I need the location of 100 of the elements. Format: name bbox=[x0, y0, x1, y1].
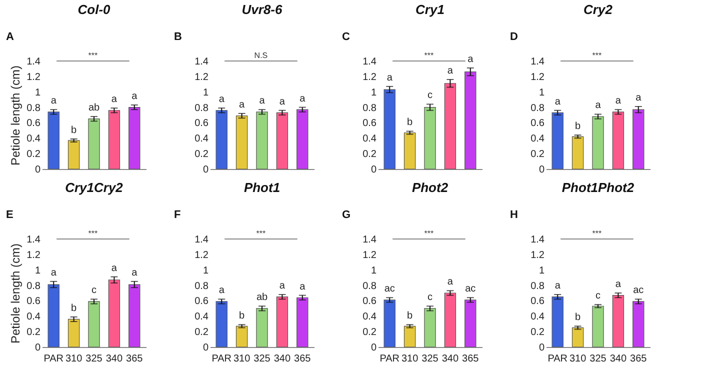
bar bbox=[444, 83, 456, 170]
bar bbox=[592, 116, 604, 170]
bar bbox=[552, 296, 564, 348]
data-label: ab bbox=[256, 292, 268, 304]
x-tick-label: 365 bbox=[462, 354, 480, 364]
bar bbox=[88, 301, 100, 348]
data-label: c bbox=[428, 292, 432, 304]
bar bbox=[88, 118, 100, 170]
text: B bbox=[174, 31, 182, 43]
y-tick-label: 0.2 bbox=[194, 327, 209, 338]
y-tick-label: 0 bbox=[34, 342, 41, 354]
bar bbox=[48, 112, 60, 170]
x-tick-label: 325 bbox=[86, 354, 103, 364]
bar bbox=[276, 296, 288, 348]
data-label: a bbox=[554, 96, 561, 108]
y-tick-label: 0.4 bbox=[26, 134, 41, 145]
data-label: a bbox=[50, 267, 57, 278]
data-label: ac bbox=[465, 284, 476, 295]
data-label: c bbox=[92, 285, 96, 296]
bar bbox=[68, 318, 80, 348]
data-label: b bbox=[407, 310, 414, 322]
y-tick-label: 0.2 bbox=[530, 149, 545, 160]
y-tick-label: 1.4 bbox=[194, 56, 209, 68]
chart-title: Col-0 bbox=[78, 2, 112, 17]
data-label: a bbox=[447, 276, 454, 288]
y-tick-label: 0.6 bbox=[530, 296, 545, 308]
y-tick-label: 0 bbox=[202, 164, 209, 176]
data-label: a bbox=[595, 100, 602, 112]
bar bbox=[464, 300, 476, 348]
text: *** bbox=[592, 51, 602, 60]
y-tick-label: 0.8 bbox=[26, 280, 41, 292]
bar bbox=[612, 112, 624, 170]
text: N.S bbox=[254, 51, 268, 60]
text: E bbox=[6, 209, 14, 221]
text: *** bbox=[424, 229, 434, 238]
y-tick-label: 1 bbox=[202, 265, 209, 276]
y-tick-label: 0.2 bbox=[362, 149, 377, 160]
y-tick-label: 0.4 bbox=[362, 134, 377, 145]
y-tick-label: 0.4 bbox=[194, 134, 209, 145]
y-tick-label: 0.6 bbox=[194, 296, 209, 308]
text: *** bbox=[88, 229, 98, 238]
x-tick-label: 310 bbox=[401, 354, 419, 364]
y-tick-label: 1 bbox=[34, 265, 41, 276]
text: F bbox=[174, 209, 181, 221]
bar bbox=[48, 284, 60, 348]
y-tick-label: 0 bbox=[370, 164, 377, 176]
bar bbox=[612, 295, 624, 348]
data-label: a bbox=[132, 267, 138, 278]
x-tick-label: 310 bbox=[65, 354, 83, 364]
text: C bbox=[342, 31, 350, 43]
data-label: a bbox=[468, 54, 474, 65]
y-tick-label: 0.8 bbox=[194, 280, 209, 292]
x-tick-label: PAR bbox=[212, 354, 232, 364]
y-tick-label: 1.2 bbox=[530, 72, 545, 83]
y-tick-label: 0.8 bbox=[194, 102, 209, 114]
bar bbox=[632, 109, 644, 170]
y-tick-label: 1 bbox=[370, 87, 377, 98]
bar bbox=[256, 308, 268, 348]
y-tick-label: 1 bbox=[370, 265, 377, 276]
y-tick-label: 0.6 bbox=[362, 296, 377, 308]
data-label: a bbox=[615, 279, 622, 290]
data-label: b bbox=[71, 302, 78, 314]
y-tick-label: 0.2 bbox=[530, 327, 545, 338]
y-tick-label: 1 bbox=[202, 87, 209, 98]
bar bbox=[632, 301, 644, 348]
chart-title: Phot1Phot2 bbox=[562, 180, 635, 195]
data-label: a bbox=[636, 92, 642, 104]
x-tick-label: 325 bbox=[254, 354, 271, 364]
bar bbox=[552, 112, 564, 170]
text: *** bbox=[424, 51, 434, 60]
x-tick-label: PAR bbox=[548, 354, 568, 364]
data-label: b bbox=[239, 310, 246, 322]
y-tick-label: 0.6 bbox=[26, 118, 41, 130]
y-tick-label: 0.6 bbox=[530, 118, 545, 130]
data-label: a bbox=[554, 280, 561, 292]
text: *** bbox=[88, 51, 98, 60]
bar bbox=[444, 292, 456, 348]
x-tick-label: 310 bbox=[233, 354, 251, 364]
x-tick-label: 310 bbox=[569, 354, 587, 364]
y-tick-label: 1.4 bbox=[362, 234, 377, 246]
chart-title: Uvr8-6 bbox=[242, 2, 283, 17]
y-tick-label: 1.2 bbox=[194, 72, 209, 83]
y-tick-label: 1.2 bbox=[362, 250, 377, 261]
bar bbox=[464, 72, 476, 170]
y-tick-label: 0 bbox=[538, 342, 545, 354]
text: H bbox=[510, 209, 518, 221]
y-tick-label: 1.4 bbox=[26, 56, 41, 68]
data-label: a bbox=[259, 96, 266, 107]
y-tick-label: 0.6 bbox=[362, 118, 377, 130]
y-tick-label: 1 bbox=[538, 265, 545, 276]
y-tick-label: 1.2 bbox=[362, 72, 377, 83]
x-tick-label: 365 bbox=[126, 354, 144, 364]
bar bbox=[404, 326, 416, 348]
bar bbox=[572, 327, 584, 348]
text: D bbox=[510, 31, 518, 43]
chart-title: Phot2 bbox=[412, 180, 449, 195]
data-label: a bbox=[239, 99, 246, 110]
y-tick-label: 1.2 bbox=[26, 72, 41, 83]
y-tick-label: 1.4 bbox=[362, 56, 377, 68]
y-tick-label: 0.4 bbox=[362, 312, 377, 323]
